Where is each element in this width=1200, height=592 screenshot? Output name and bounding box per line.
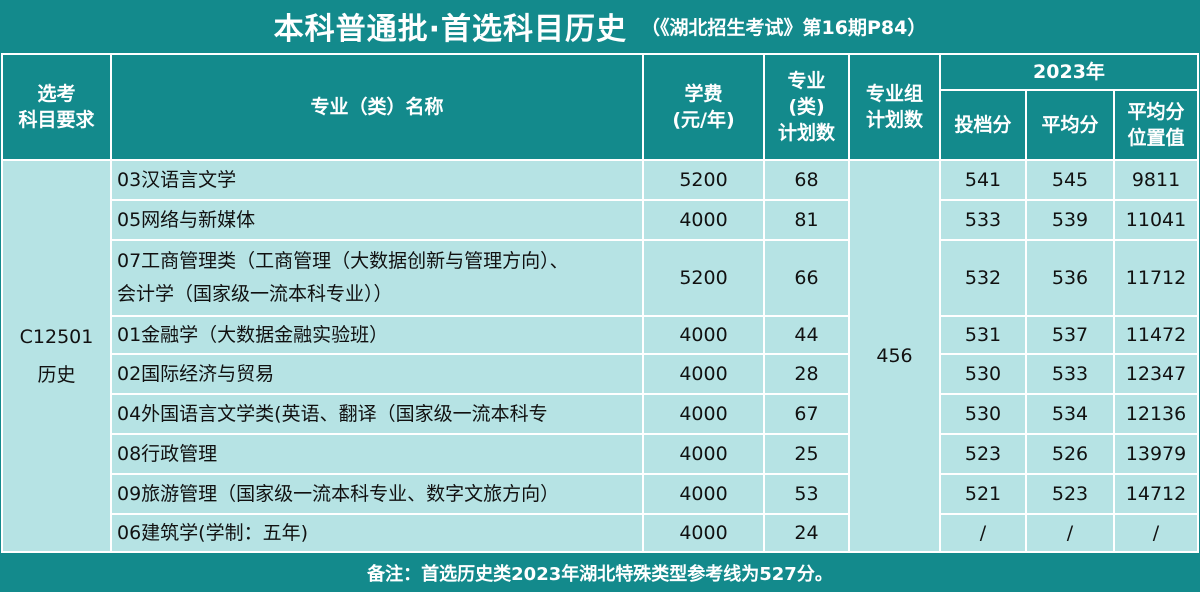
major-plan: 66 bbox=[763, 239, 850, 317]
major-plan: 44 bbox=[763, 315, 850, 355]
title-main: 本科普通批·首选科目历史 bbox=[273, 12, 628, 47]
header-major-name: 专业（类）名称 bbox=[110, 53, 644, 161]
major-plan: 68 bbox=[763, 159, 850, 201]
admission-table: 选考 科目要求 专业（类）名称 学费 (元/年) 专业 (类) 计划数 专业组 计划数 2… bbox=[1, 53, 1199, 553]
table-row: 01金融学（大数据金融实验班） 4000 44 531 537 11472 bbox=[2, 315, 1199, 355]
table-row: 09旅游管理（国家级一流本科专业、数字文旅方向） 4000 53 521 523… bbox=[2, 473, 1199, 515]
score-avg: 533 bbox=[1025, 353, 1115, 395]
major-name: 07工商管理类（工商管理（大数据创新与管理方向）、 会计学（国家级一流本科专业）） bbox=[110, 239, 644, 317]
table-row: 05网络与新媒体 4000 81 533 539 11041 bbox=[2, 199, 1199, 241]
score-avg: 537 bbox=[1025, 315, 1115, 355]
score-avg: / bbox=[1025, 513, 1115, 553]
rank-avg: 12136 bbox=[1113, 393, 1199, 435]
major-name: 05网络与新媒体 bbox=[110, 199, 644, 241]
major-plan: 81 bbox=[763, 199, 850, 241]
tuition: 5200 bbox=[642, 239, 765, 317]
score-avg: 534 bbox=[1025, 393, 1115, 435]
major-plan: 53 bbox=[763, 473, 850, 515]
header-group-plan: 专业组 计划数 bbox=[848, 53, 941, 161]
major-name: 08行政管理 bbox=[110, 433, 644, 475]
score-file: 541 bbox=[939, 159, 1027, 201]
tuition: 4000 bbox=[642, 199, 765, 241]
rank-avg: / bbox=[1113, 513, 1199, 553]
tuition: 4000 bbox=[642, 513, 765, 553]
group-subject: 历史 bbox=[37, 364, 76, 386]
tuition: 4000 bbox=[642, 393, 765, 435]
score-file: / bbox=[939, 513, 1027, 553]
rank-avg: 14712 bbox=[1113, 473, 1199, 515]
score-avg: 526 bbox=[1025, 433, 1115, 475]
major-name: 04外国语言文学类(英语、翻译（国家级一流本科专 bbox=[110, 393, 644, 435]
score-avg: 523 bbox=[1025, 473, 1115, 515]
group-code: C12501 bbox=[19, 326, 94, 348]
score-file: 521 bbox=[939, 473, 1027, 515]
score-file: 523 bbox=[939, 433, 1027, 475]
major-plan: 67 bbox=[763, 393, 850, 435]
header-year: 2023年 bbox=[939, 53, 1199, 91]
tuition: 4000 bbox=[642, 433, 765, 475]
table-row: 07工商管理类（工商管理（大数据创新与管理方向）、 会计学（国家级一流本科专业））… bbox=[2, 239, 1199, 317]
header-major-plan: 专业 (类) 计划数 bbox=[763, 53, 850, 161]
score-avg: 536 bbox=[1025, 239, 1115, 317]
group-code-cell: C12501 历史 bbox=[1, 159, 112, 553]
score-avg: 539 bbox=[1025, 199, 1115, 241]
rank-avg: 11472 bbox=[1113, 315, 1199, 355]
score-avg: 545 bbox=[1025, 159, 1115, 201]
header-score-file: 投档分 bbox=[939, 89, 1027, 161]
rank-avg: 11041 bbox=[1113, 199, 1199, 241]
major-name: 09旅游管理（国家级一流本科专业、数字文旅方向） bbox=[110, 473, 644, 515]
table-row: 08行政管理 4000 25 523 526 13979 bbox=[2, 433, 1199, 475]
tuition: 4000 bbox=[642, 473, 765, 515]
major-plan: 28 bbox=[763, 353, 850, 395]
header-tuition: 学费 (元/年) bbox=[642, 53, 765, 161]
major-name: 03汉语言文学 bbox=[110, 159, 644, 201]
score-file: 532 bbox=[939, 239, 1027, 317]
table-row: 04外国语言文学类(英语、翻译（国家级一流本科专 4000 67 530 534… bbox=[2, 393, 1199, 435]
page-title: 本科普通批·首选科目历史 （《湖北招生考试》第16期P84） bbox=[0, 0, 1200, 52]
footer-note: 备注：首选历史类2023年湖北特殊类型参考线为527分。 bbox=[367, 564, 833, 585]
tuition: 4000 bbox=[642, 315, 765, 355]
score-file: 530 bbox=[939, 353, 1027, 395]
title-source: （《湖北招生考试》第16期P84） bbox=[641, 16, 927, 39]
table-row: 02国际经济与贸易 4000 28 530 533 12347 bbox=[2, 353, 1199, 395]
group-plan: 456 bbox=[848, 159, 941, 553]
major-plan: 25 bbox=[763, 433, 850, 475]
score-file: 533 bbox=[939, 199, 1027, 241]
tuition: 4000 bbox=[642, 353, 765, 395]
major-name: 06建筑学(学制：五年) bbox=[110, 513, 644, 553]
header-rank-avg: 平均分 位置值 bbox=[1113, 89, 1199, 161]
major-name: 01金融学（大数据金融实验班） bbox=[110, 315, 644, 355]
table-row: 06建筑学(学制：五年) 4000 24 / / / bbox=[2, 513, 1199, 553]
table-row: C12501 历史 03汉语言文学 5200 68 456 541 545 98… bbox=[1, 159, 1199, 553]
score-file: 531 bbox=[939, 315, 1027, 355]
header-subject-req: 选考 科目要求 bbox=[1, 53, 112, 161]
tuition: 5200 bbox=[642, 159, 765, 201]
score-file: 530 bbox=[939, 393, 1027, 435]
major-name: 02国际经济与贸易 bbox=[110, 353, 644, 395]
major-plan: 24 bbox=[763, 513, 850, 553]
rank-avg: 9811 bbox=[1113, 159, 1199, 201]
rank-avg: 11712 bbox=[1113, 239, 1199, 317]
header-score-avg: 平均分 bbox=[1025, 89, 1115, 161]
rank-avg: 12347 bbox=[1113, 353, 1199, 395]
rank-avg: 13979 bbox=[1113, 433, 1199, 475]
